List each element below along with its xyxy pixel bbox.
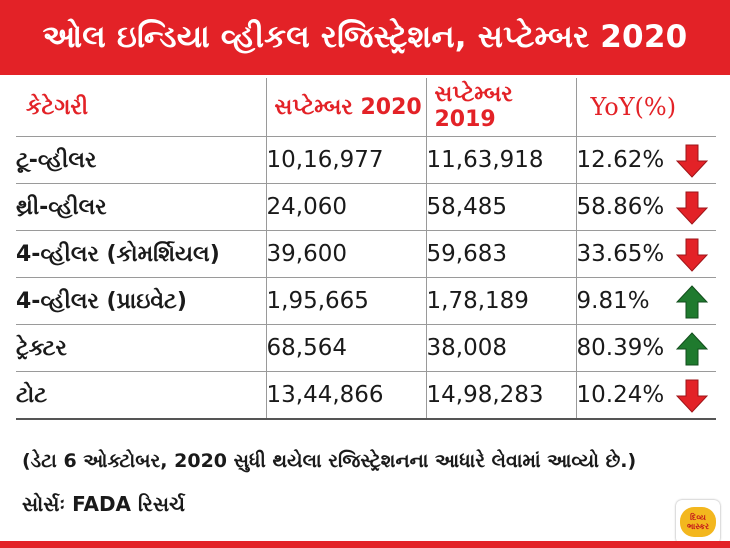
table-row: ટ્રેક્ટર 68,564 38,008 80.39% [16,324,716,372]
yoy-cell: 12.62% [575,136,716,184]
bottom-bar [0,541,730,548]
table-row: 4-વ્હીલર (પ્રાઇવેટ) 1,95,665 1,78,189 9.81% [16,277,716,325]
header-row: કેટેગરી સપ્ટેમ્બર 2020 સપ્ટેમ્બર 2019 Yo… [16,78,716,137]
sep2019-cell: 38,008 [425,324,577,372]
yoy-cell: 80.39% [575,324,716,372]
table-row: થ્રી-વ્હીલર 24,060 58,485 58.86% [16,183,716,231]
header-sep2020: સપ્ટેમ્બર 2020 [265,78,427,137]
yoy-cell: 58.86% [575,183,716,231]
sep2020-cell: 13,44,866 [265,371,427,420]
category-cell: ટોટ [16,371,267,420]
category-cell: 4-વ્હીલર (પ્રાઇવેટ) [16,277,267,325]
data-note: (ડેટા 6 ઓક્ટોબર, 2020 સુધી થયેલા રજિસ્ટ્… [22,450,637,472]
yoy-cell: 33.65% [575,230,716,278]
arrow-up-icon [676,332,708,366]
source-credit: સોર્સઃ FADA રિસર્ચ [22,492,186,516]
arrow-up-icon [676,285,708,319]
arrow-down-icon [676,238,708,272]
table-row: 4-વ્હીલર (કોમર્શિયલ) 39,600 59,683 33.65% [16,230,716,278]
sep2020-cell: 24,060 [265,183,427,231]
sep2019-cell: 58,485 [425,183,577,231]
header-category: કેટેગરી [16,78,267,137]
sep2020-cell: 1,95,665 [265,277,427,325]
arrow-down-icon [676,144,708,178]
page-title: ઓલ ઇન્ડિયા વ્હીકલ રજિસ્ટ્રેશન, સપ્ટેમ્બર… [42,19,688,55]
title-banner: ઓલ ઇન્ડિયા વ્હીકલ રજિસ્ટ્રેશન, સપ્ટેમ્બર… [0,0,730,75]
arrow-down-icon [676,379,708,413]
sep2020-cell: 39,600 [265,230,427,278]
yoy-cell: 9.81% [575,277,716,325]
header-sep2019: સપ્ટેમ્બર 2019 [425,78,577,137]
sep2020-cell: 68,564 [265,324,427,372]
sep2019-cell: 59,683 [425,230,577,278]
category-cell: 4-વ્હીલર (કોમર્શિયલ) [16,230,267,278]
category-cell: ટ્રેક્ટર [16,324,267,372]
header-yoy: YoY(%) [575,78,716,137]
sep2020-cell: 10,16,977 [265,136,427,184]
registration-table: કેટેગરી સપ્ટેમ્બર 2020 સપ્ટેમ્બર 2019 Yo… [16,78,716,420]
divya-bhaskar-logo: દિવ્ય ભાસ્કર [676,500,720,544]
table-row: ટોટ 13,44,866 14,98,283 10.24% [16,371,716,420]
category-cell: થ્રી-વ્હીલર [16,183,267,231]
yoy-cell: 10.24% [575,371,716,420]
sep2019-cell: 11,63,918 [425,136,577,184]
sep2019-cell: 1,78,189 [425,277,577,325]
sep2019-cell: 14,98,283 [425,371,577,420]
category-cell: ટૂ-વ્હીલર [16,136,267,184]
table-row: ટૂ-વ્હીલર 10,16,977 11,63,918 12.62% [16,136,716,184]
arrow-down-icon [676,191,708,225]
